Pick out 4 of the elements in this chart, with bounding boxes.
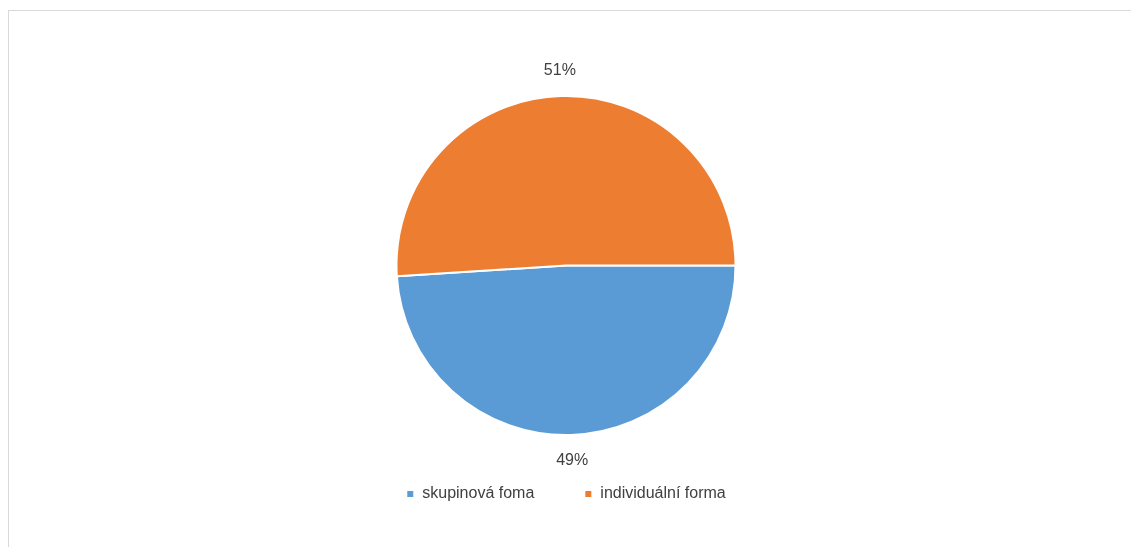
legend-label: skupinová foma — [422, 484, 535, 502]
data-label: 51% — [543, 60, 576, 78]
data-label: 49% — [556, 451, 589, 469]
legend-label: individuální forma — [600, 484, 726, 502]
